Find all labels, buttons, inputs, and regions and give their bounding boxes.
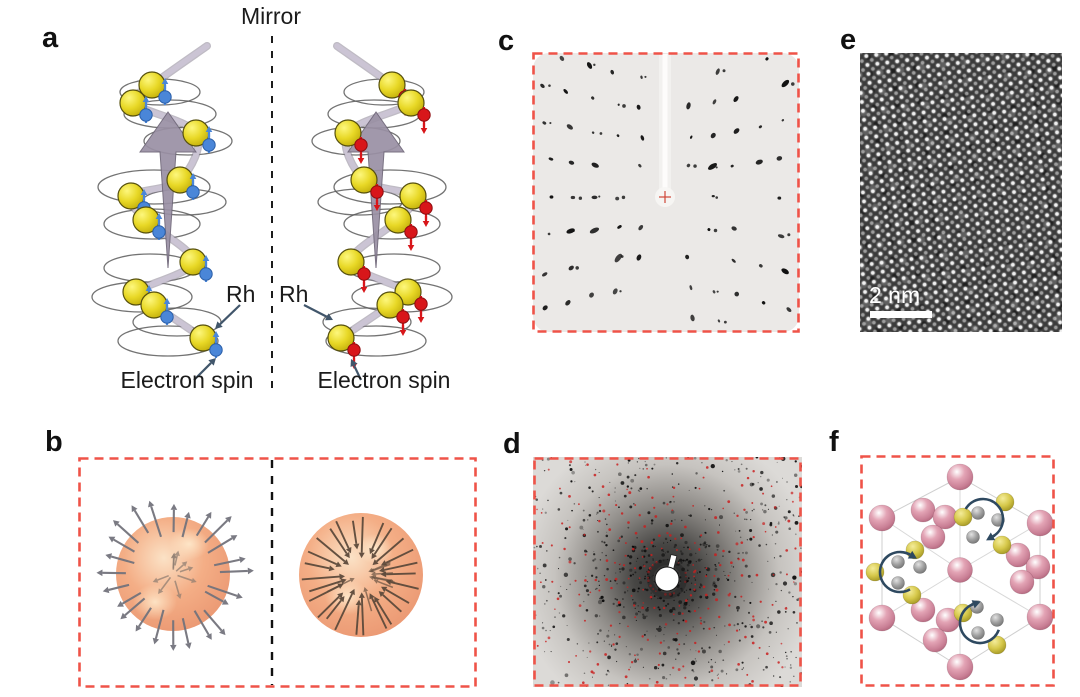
panel-c-diffraction-pattern bbox=[532, 52, 800, 333]
panel-label-d: d bbox=[503, 428, 521, 460]
panel-label-b: b bbox=[45, 426, 63, 458]
panel-e-stem-image bbox=[860, 53, 1062, 332]
panel-d-diffraction-pattern bbox=[533, 457, 802, 687]
panel-label-c: c bbox=[498, 25, 515, 57]
panel-label-f: f bbox=[829, 426, 839, 458]
panel-f-crystal-structure bbox=[860, 455, 1055, 687]
rh-label-right: Rh bbox=[279, 281, 309, 307]
electron-spin-label-left: Electron spin bbox=[120, 367, 254, 393]
panel-b-hedgehog-illustration bbox=[78, 457, 477, 688]
rh-label-left: Rh bbox=[226, 281, 256, 307]
panel-a-spin-helix-illustration bbox=[91, 36, 453, 392]
panel-label-e: e bbox=[840, 24, 857, 56]
panel-label-a: a bbox=[42, 22, 59, 54]
scale-bar-label: 2 nm bbox=[869, 282, 921, 308]
electron-spin-label-right: Electron spin bbox=[317, 367, 451, 393]
scale-bar bbox=[870, 311, 932, 318]
mirror-label: Mirror bbox=[240, 3, 302, 29]
